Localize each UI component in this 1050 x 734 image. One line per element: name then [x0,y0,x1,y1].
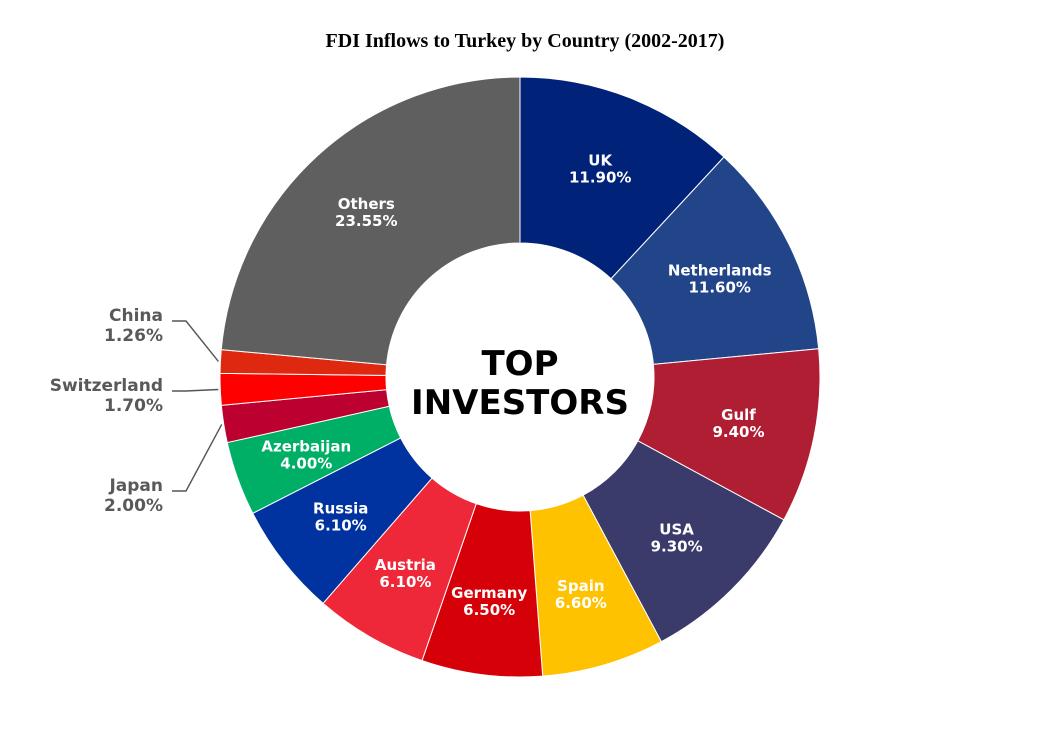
slice-label-netherlands: Netherlands [668,261,772,279]
slice-value-germany: 6.50% [463,601,515,619]
slice-value-russia: 6.10% [315,517,367,535]
slice-value-netherlands: 11.60% [688,278,750,296]
slices-group [219,76,821,678]
slice-label-austria: Austria [375,556,436,574]
slice-label-azerbaijan: Azerbaijan [261,437,351,455]
slice-label-germany: Germany [451,584,527,602]
slice-label-spain: Spain [557,577,604,595]
donut-hole [386,243,654,511]
slice-value-spain: 6.60% [555,594,607,612]
slice-label-usa: USA [659,521,694,539]
slice-value-japan: 2.00% [104,496,163,516]
center-label-line-2: INVESTORS [411,383,629,423]
slice-value-austria: 6.10% [379,573,431,591]
leader-lines-group [172,320,223,492]
slice-value-switzerland: 1.70% [104,396,163,416]
leader-line-switzerland [172,388,219,392]
slice-value-others: 23.55% [335,212,397,230]
slice-label-china: China [109,306,163,326]
slice-value-uk: 11.90% [569,169,631,187]
center-label-line-1: TOP [481,344,558,384]
leader-line-china [172,320,219,362]
slice-label-switzerland: Switzerland [50,376,163,396]
slice-value-azerbaijan: 4.00% [280,454,332,472]
slice-value-gulf: 9.40% [712,423,764,441]
chart-title: FDI Inflows to Turkey by Country (2002-2… [325,30,725,52]
slice-label-others: Others [338,195,395,213]
slice-label-russia: Russia [313,500,368,518]
slice-value-china: 1.26% [104,326,163,346]
leader-line-japan [172,424,223,492]
slice-label-gulf: Gulf [721,406,756,424]
slice-label-japan: Japan [108,476,163,496]
slice-value-usa: 9.30% [651,538,703,556]
slice-label-uk: UK [588,152,613,170]
